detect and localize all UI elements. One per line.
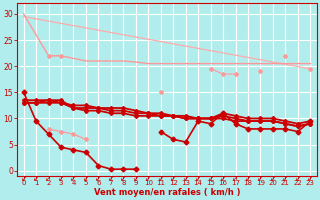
Text: ↙: ↙: [270, 174, 276, 183]
Text: ↙: ↙: [120, 174, 126, 183]
Text: ↙: ↙: [232, 174, 239, 183]
Text: ↙: ↙: [245, 174, 251, 183]
Text: ↙: ↙: [170, 174, 176, 183]
X-axis label: Vent moyen/en rafales ( km/h ): Vent moyen/en rafales ( km/h ): [94, 188, 240, 197]
Text: ↙: ↙: [257, 174, 264, 183]
Text: ↙: ↙: [95, 174, 101, 183]
Text: ↙: ↙: [220, 174, 226, 183]
Text: ↙: ↙: [108, 174, 114, 183]
Text: ↙: ↙: [20, 174, 27, 183]
Text: ↙: ↙: [33, 174, 39, 183]
Text: ↙: ↙: [195, 174, 201, 183]
Text: ↙: ↙: [45, 174, 52, 183]
Text: ↙: ↙: [70, 174, 77, 183]
Text: ↙: ↙: [307, 174, 314, 183]
Text: ↙: ↙: [295, 174, 301, 183]
Text: ↙: ↙: [83, 174, 89, 183]
Text: ↙: ↙: [132, 174, 139, 183]
Text: ↙: ↙: [145, 174, 151, 183]
Text: ↙: ↙: [157, 174, 164, 183]
Text: ↙: ↙: [182, 174, 189, 183]
Text: ↙: ↙: [282, 174, 289, 183]
Text: ↙: ↙: [207, 174, 214, 183]
Text: ↙: ↙: [58, 174, 64, 183]
